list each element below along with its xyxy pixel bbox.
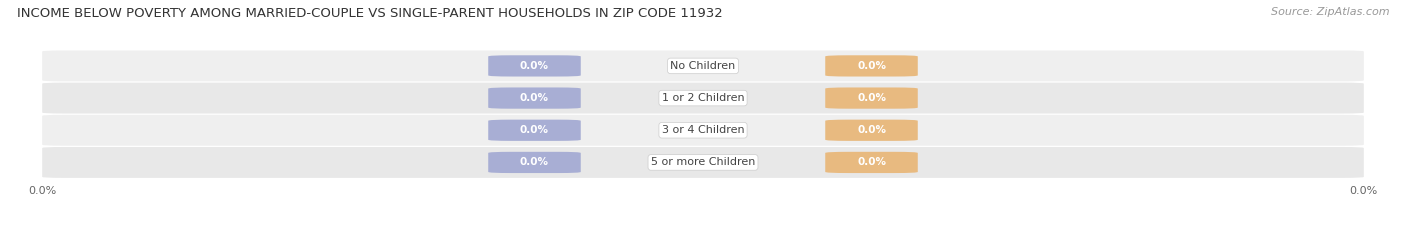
FancyBboxPatch shape xyxy=(825,120,918,141)
FancyBboxPatch shape xyxy=(488,87,581,109)
Text: 0.0%: 0.0% xyxy=(520,93,548,103)
FancyBboxPatch shape xyxy=(488,152,581,173)
Text: 0.0%: 0.0% xyxy=(520,61,548,71)
Text: No Children: No Children xyxy=(671,61,735,71)
FancyBboxPatch shape xyxy=(42,51,1364,81)
Text: 0.0%: 0.0% xyxy=(520,158,548,168)
FancyBboxPatch shape xyxy=(488,55,581,76)
Text: 0.0%: 0.0% xyxy=(858,158,886,168)
Text: 0.0%: 0.0% xyxy=(858,61,886,71)
Text: Source: ZipAtlas.com: Source: ZipAtlas.com xyxy=(1271,7,1389,17)
FancyBboxPatch shape xyxy=(42,83,1364,113)
FancyBboxPatch shape xyxy=(825,87,918,109)
Text: 0.0%: 0.0% xyxy=(520,125,548,135)
Text: 0.0%: 0.0% xyxy=(858,93,886,103)
FancyBboxPatch shape xyxy=(42,115,1364,146)
FancyBboxPatch shape xyxy=(42,147,1364,178)
Text: 5 or more Children: 5 or more Children xyxy=(651,158,755,168)
Text: 1 or 2 Children: 1 or 2 Children xyxy=(662,93,744,103)
Text: INCOME BELOW POVERTY AMONG MARRIED-COUPLE VS SINGLE-PARENT HOUSEHOLDS IN ZIP COD: INCOME BELOW POVERTY AMONG MARRIED-COUPL… xyxy=(17,7,723,20)
Text: 0.0%: 0.0% xyxy=(858,125,886,135)
FancyBboxPatch shape xyxy=(825,152,918,173)
FancyBboxPatch shape xyxy=(825,55,918,76)
Text: 3 or 4 Children: 3 or 4 Children xyxy=(662,125,744,135)
FancyBboxPatch shape xyxy=(488,120,581,141)
